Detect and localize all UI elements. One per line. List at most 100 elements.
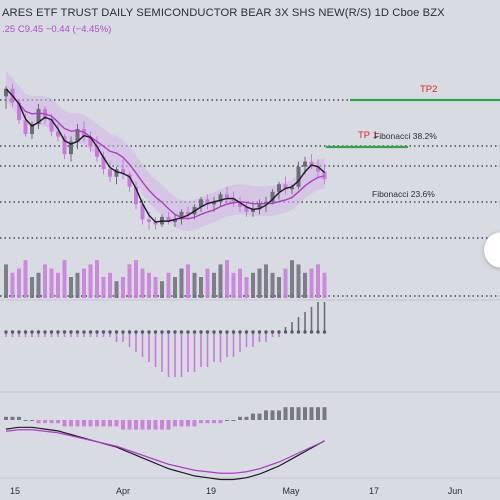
oscillator-dot xyxy=(30,330,34,334)
candle-body xyxy=(277,184,281,192)
candle-body xyxy=(283,184,288,190)
candle-body xyxy=(225,194,229,200)
candle-body xyxy=(101,156,106,170)
x-tick-19: 19 xyxy=(205,486,217,496)
volume-bar xyxy=(134,260,138,298)
volume-bar xyxy=(199,277,203,298)
candle-body xyxy=(231,199,236,202)
oscillator-dot xyxy=(316,330,320,334)
oscillator-bar xyxy=(317,302,319,332)
candle-body xyxy=(56,131,60,137)
candle-body xyxy=(30,123,34,135)
oscillator-dot xyxy=(153,330,158,334)
oscillator-dot xyxy=(4,330,8,334)
macd-histogram-bar xyxy=(166,420,171,430)
oscillator-bar xyxy=(271,332,274,337)
candle-body xyxy=(75,128,80,142)
oscillator-dot xyxy=(244,330,249,334)
volume-bar xyxy=(101,277,106,298)
oscillator-bar xyxy=(31,332,33,337)
volume-bar xyxy=(30,277,34,298)
oscillator-dot xyxy=(160,330,164,334)
volume-bar xyxy=(160,281,164,298)
oscillator-dot xyxy=(296,330,301,334)
volume-bar xyxy=(212,272,216,298)
oscillator-bar xyxy=(206,332,209,367)
macd-histogram-bar xyxy=(10,416,15,420)
volume-bar xyxy=(251,272,255,298)
oscillator-dot xyxy=(23,330,28,334)
macd-line xyxy=(5,426,325,481)
oscillator-dot xyxy=(238,330,242,334)
oscillator-dot xyxy=(212,330,216,334)
oscillator-bar xyxy=(154,332,157,367)
macd-histogram-bar xyxy=(108,420,112,427)
macd-histogram-bar xyxy=(199,420,203,424)
x-tick-may: May xyxy=(282,486,300,496)
volume-bar xyxy=(186,264,190,298)
oscillator-dot xyxy=(283,330,288,334)
macd-histogram-bar xyxy=(264,410,268,420)
oscillator-dot xyxy=(49,330,54,334)
oscillator-bar xyxy=(167,332,170,377)
macd-histogram-bar xyxy=(43,420,47,424)
candle-body xyxy=(88,136,93,147)
volume-bar xyxy=(166,272,171,298)
macd-histogram-bar xyxy=(153,420,158,430)
oscillator-bar xyxy=(245,332,248,347)
oscillator-bar xyxy=(278,332,280,337)
oscillator-dot xyxy=(101,330,106,334)
volume-bar xyxy=(62,260,67,298)
macd-histogram-bar xyxy=(231,420,236,421)
x-tick-17: 17 xyxy=(368,486,380,496)
volume-bar xyxy=(43,264,47,298)
oscillator-dot xyxy=(225,330,229,334)
candle-body xyxy=(309,161,314,167)
candle-body xyxy=(296,166,301,187)
macd-histogram-bar xyxy=(36,420,41,424)
macd-histogram-bar xyxy=(205,420,210,424)
volume-bar xyxy=(231,272,236,298)
macd-histogram-bar xyxy=(225,420,229,421)
volume-bar xyxy=(108,272,112,298)
oscillator-dot xyxy=(192,330,197,334)
macd-histogram-bar xyxy=(127,420,132,430)
floating-action-button[interactable] xyxy=(484,232,500,268)
candle-body xyxy=(95,146,99,157)
oscillator-dot xyxy=(179,330,184,334)
oscillator-bar xyxy=(115,332,118,342)
macd-histogram-bar xyxy=(218,420,223,424)
macd-histogram-bar xyxy=(322,407,327,420)
candle-body xyxy=(316,166,320,172)
candle-body xyxy=(23,120,28,135)
volume-bar xyxy=(82,268,86,298)
macd-histogram-bar xyxy=(140,420,145,430)
oscillator-bar xyxy=(102,332,105,337)
volume-bar xyxy=(316,264,320,298)
oscillator-bar xyxy=(24,332,27,337)
volume-bar xyxy=(277,277,281,298)
macd-histogram-bar xyxy=(121,420,125,430)
oscillator-bar xyxy=(122,332,124,342)
macd-histogram-bar xyxy=(75,420,80,427)
volume-bar xyxy=(244,277,249,298)
macd-histogram-bar xyxy=(251,413,255,420)
oscillator-dot xyxy=(56,330,60,334)
candle-body xyxy=(322,171,327,180)
oscillator-bar xyxy=(258,332,261,342)
oscillator-dot xyxy=(82,330,86,334)
volume-bar xyxy=(225,260,229,298)
oscillator-bar xyxy=(18,332,20,337)
candle-body xyxy=(49,118,54,132)
volume-bar xyxy=(114,281,119,298)
candle-body xyxy=(205,199,210,205)
oscillator-dot xyxy=(303,330,307,334)
oscillator-dot xyxy=(309,330,314,334)
candle-body xyxy=(147,219,151,222)
macd-histogram-bar xyxy=(4,416,8,420)
volume-bar xyxy=(283,268,288,298)
ma-cloud-band xyxy=(6,71,325,232)
oscillator-dot xyxy=(75,330,80,334)
